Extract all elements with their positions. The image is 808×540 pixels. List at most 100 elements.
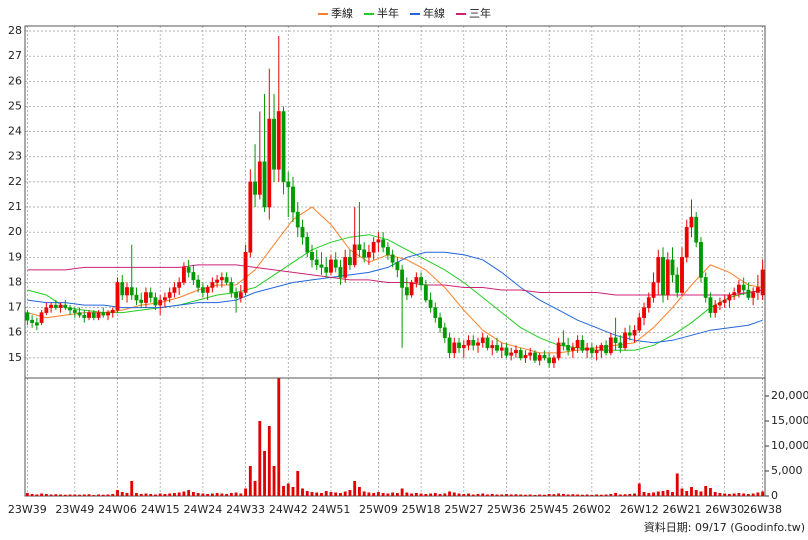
x-tick-label: 26W30 bbox=[705, 503, 744, 516]
volume-bar bbox=[704, 486, 708, 496]
volume-bar bbox=[742, 493, 746, 496]
volume-bar bbox=[358, 487, 361, 496]
candle-body bbox=[49, 304, 53, 308]
volume-bar bbox=[253, 481, 257, 496]
x-tick-label: 26W02 bbox=[572, 503, 611, 516]
volume-bar bbox=[320, 493, 323, 496]
candle-body bbox=[651, 282, 656, 298]
volume-bar bbox=[713, 492, 717, 496]
volume-bar bbox=[599, 494, 603, 496]
volume-bar bbox=[239, 493, 243, 496]
volume-bar bbox=[87, 494, 91, 496]
volume-bar bbox=[277, 378, 281, 496]
candle-body bbox=[357, 244, 362, 251]
volume-bar bbox=[633, 493, 636, 496]
candle-body bbox=[153, 297, 158, 306]
volume-bar bbox=[580, 494, 584, 496]
volume-bar bbox=[400, 488, 404, 496]
candle-body bbox=[661, 257, 665, 296]
candle-body bbox=[343, 257, 348, 278]
volume-bar bbox=[120, 492, 124, 496]
candle-body bbox=[87, 312, 91, 318]
y-tick-label: 20 bbox=[8, 225, 22, 238]
candle-body bbox=[219, 277, 224, 281]
candle-body bbox=[452, 342, 457, 354]
volume-bar bbox=[495, 494, 499, 496]
candle-body bbox=[594, 350, 599, 354]
candle-body bbox=[727, 294, 732, 301]
volume-bar bbox=[125, 493, 129, 496]
volume-bar bbox=[623, 494, 627, 496]
volume-bar bbox=[457, 493, 461, 496]
volume-bar bbox=[82, 494, 86, 496]
candle-body bbox=[329, 259, 333, 273]
volume-bar bbox=[419, 493, 423, 496]
volume-bar bbox=[533, 495, 537, 496]
volume-bar bbox=[215, 493, 219, 496]
candle-body bbox=[675, 274, 680, 293]
x-tick-label: 25W09 bbox=[359, 503, 398, 516]
volume-bar bbox=[628, 494, 632, 496]
volume-bar bbox=[728, 494, 731, 496]
volume-bar bbox=[173, 493, 176, 496]
candle-body bbox=[404, 287, 409, 296]
volume-bar bbox=[135, 493, 138, 496]
candle-body bbox=[689, 216, 694, 228]
y-tick-label: 21 bbox=[8, 200, 22, 213]
candle-body bbox=[25, 312, 30, 321]
volume-bar bbox=[429, 493, 432, 496]
y-tick-label: 23 bbox=[8, 150, 22, 163]
volume-bar bbox=[78, 494, 81, 496]
candle-body bbox=[101, 312, 106, 316]
volume-bar bbox=[614, 493, 617, 496]
y-tick-label: 25 bbox=[8, 99, 22, 112]
candle-body bbox=[120, 282, 125, 296]
volume-bar bbox=[604, 494, 608, 496]
volume-bar bbox=[229, 493, 233, 496]
volume-bar bbox=[576, 494, 580, 496]
x-tick-label: 26W38 bbox=[743, 503, 782, 516]
candle-body bbox=[537, 355, 542, 361]
volume-bar bbox=[263, 451, 266, 496]
candle-body bbox=[30, 319, 35, 323]
volume-bar bbox=[291, 487, 295, 496]
candle-body bbox=[191, 272, 196, 281]
volume-bar bbox=[505, 494, 508, 496]
volume-bar bbox=[391, 492, 395, 496]
candle-body bbox=[110, 309, 115, 313]
ma-line bbox=[27, 264, 763, 296]
candle-body bbox=[324, 267, 329, 273]
candle-body bbox=[466, 340, 471, 346]
y-tick-label: 17 bbox=[8, 301, 22, 314]
candle-body bbox=[438, 317, 442, 328]
volume-bar bbox=[139, 494, 143, 496]
legend-label: 三年 bbox=[469, 6, 491, 20]
x-tick-label: 25W18 bbox=[402, 503, 441, 516]
volume-bar bbox=[154, 494, 157, 496]
volume-bar bbox=[68, 494, 72, 496]
candle-body bbox=[447, 337, 452, 354]
volume-bar bbox=[149, 494, 153, 496]
volume-bar bbox=[367, 492, 371, 496]
x-tick-label: 25W36 bbox=[487, 503, 526, 516]
volume-bar bbox=[661, 491, 665, 496]
volume-bar bbox=[486, 494, 489, 496]
volume-bar bbox=[158, 493, 162, 496]
candle-body bbox=[319, 264, 324, 268]
volume-bar bbox=[206, 494, 210, 496]
volume-bar bbox=[49, 494, 53, 496]
volume-bar bbox=[324, 491, 328, 496]
volume-bar bbox=[566, 494, 570, 496]
volume-bar bbox=[756, 492, 760, 496]
candle-body bbox=[72, 309, 77, 313]
candle-body bbox=[528, 352, 533, 356]
candle-body bbox=[234, 292, 239, 298]
volume-bar bbox=[405, 492, 409, 496]
volume-bar bbox=[709, 488, 712, 496]
candle-body bbox=[390, 254, 395, 263]
candle-body bbox=[352, 244, 357, 266]
candle-body bbox=[144, 292, 148, 303]
candle-body bbox=[229, 282, 234, 293]
volume-bar bbox=[514, 494, 518, 496]
candle-body bbox=[163, 297, 167, 301]
